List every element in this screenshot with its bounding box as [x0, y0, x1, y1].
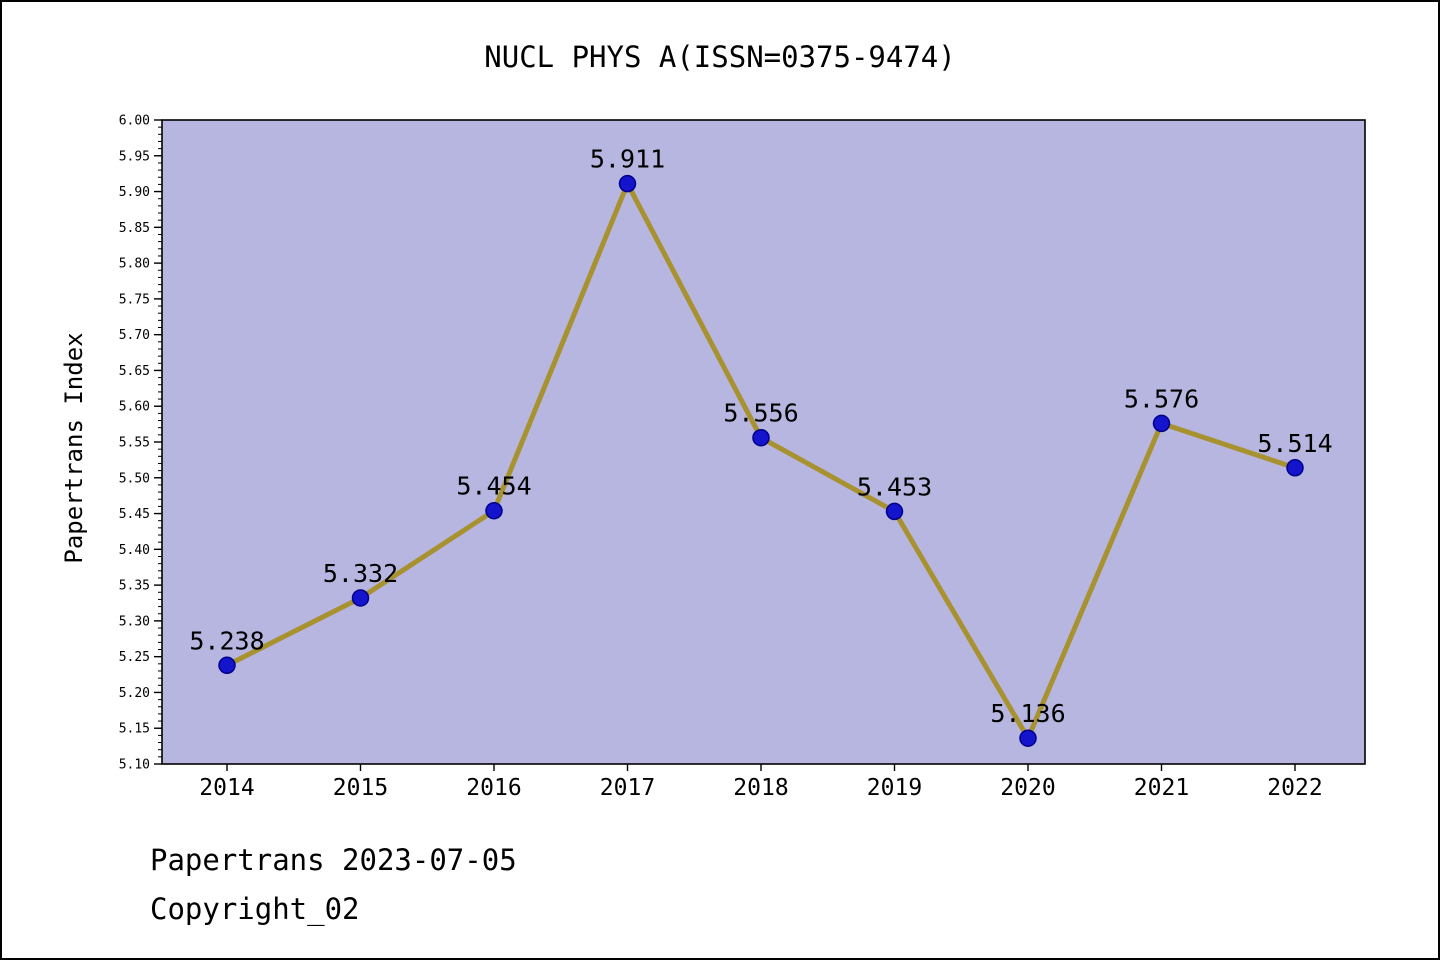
- y-tick-label: 5.60: [119, 400, 150, 415]
- y-tick-label: 5.75: [119, 292, 150, 307]
- y-tick-label: 5.65: [119, 364, 150, 379]
- footer: Papertrans 2023-07-05 Copyright_02: [150, 836, 517, 934]
- x-tick-label: 2021: [1134, 775, 1189, 801]
- y-tick-label: 5.70: [119, 328, 150, 343]
- y-tick-label: 5.45: [119, 507, 150, 522]
- data-point-label: 5.332: [323, 559, 398, 588]
- data-point: [1152, 414, 1171, 433]
- data-point: [1286, 459, 1304, 477]
- data-point-label: 5.514: [1257, 429, 1332, 458]
- data-point: [1019, 729, 1037, 747]
- data-point-label: 5.454: [456, 472, 531, 501]
- y-tick-label: 5.50: [119, 471, 150, 486]
- y-tick-label: 5.25: [119, 650, 150, 665]
- x-tick-label: 2017: [600, 775, 655, 801]
- data-point-label: 5.556: [723, 399, 798, 428]
- x-tick-label: 2014: [199, 775, 254, 801]
- data-point: [618, 174, 637, 193]
- data-point: [885, 502, 904, 521]
- y-axis-label: Papertrans Index: [60, 332, 88, 563]
- data-point-label: 5.576: [1124, 384, 1199, 413]
- y-tick-label: 5.80: [119, 257, 150, 272]
- data-point: [218, 656, 236, 675]
- footer-source-date: Papertrans 2023-07-05: [150, 843, 517, 877]
- y-tick-label: 5.20: [119, 686, 150, 701]
- footer-copyright: Copyright_02: [150, 892, 360, 926]
- chart-dynamic-layer: 5.10 5.15 5.20 5.25 5.30 5.35 5.40 5.45 5.50 5.55…: [119, 114, 1333, 802]
- data-point-label: 5.136: [990, 699, 1065, 728]
- plot-border: [161, 119, 1366, 765]
- y-tick-label: 5.55: [119, 436, 150, 451]
- x-tick-label: 2016: [466, 775, 521, 801]
- data-point-label: 5.238: [189, 626, 264, 655]
- y-tick-label: 5.35: [119, 579, 150, 594]
- x-tick-label: 2015: [333, 775, 388, 801]
- data-point: [351, 589, 370, 607]
- y-tick-label: 5.40: [119, 543, 150, 558]
- x-tick-label: 2018: [733, 775, 788, 801]
- data-point: [752, 428, 770, 447]
- data-point-label: 5.911: [590, 145, 665, 174]
- y-tick-label: 6.00: [119, 114, 150, 129]
- y-tick-label: 5.15: [119, 722, 150, 737]
- y-tick-label: 5.10: [119, 758, 150, 773]
- y-tick-label: 5.95: [119, 149, 150, 164]
- chart-title: NUCL PHYS A(ISSN=0375-9474): [484, 40, 956, 74]
- data-point-label: 5.453: [857, 472, 932, 501]
- y-tick-label: 5.30: [119, 614, 150, 629]
- y-tick-label: 5.85: [119, 221, 150, 236]
- x-tick-label: 2020: [1000, 775, 1055, 801]
- x-tick-label: 2022: [1267, 775, 1322, 801]
- y-tick-label: 5.90: [119, 185, 150, 200]
- x-tick-label: 2019: [867, 775, 922, 801]
- data-point: [485, 501, 503, 520]
